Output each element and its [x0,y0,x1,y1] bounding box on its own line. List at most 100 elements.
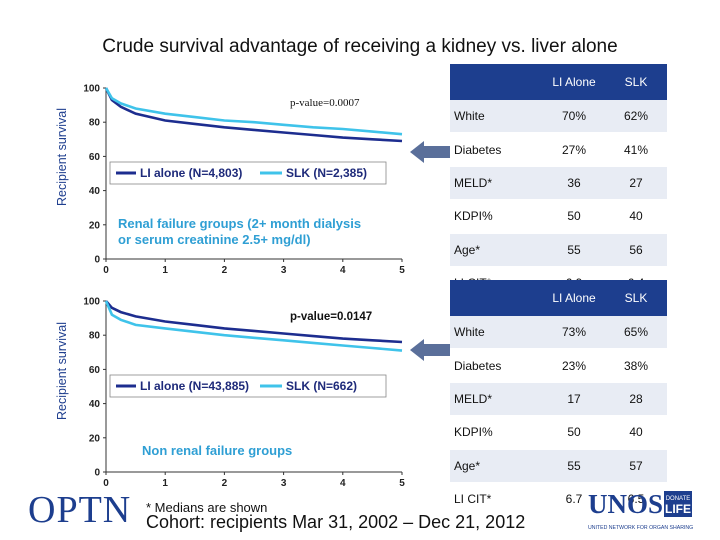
y-tick-label: 60 [89,365,101,376]
x-tick-label: 3 [281,478,287,489]
table-header-blank [450,280,543,316]
unos-logo: UNOS DONATE LIFE UNITED NETWORK FOR ORGA… [588,489,693,531]
li-alone-value: 17 [543,382,605,417]
x-tick-label: 0 [103,265,109,276]
group-label: Non renal failure groups [142,443,292,458]
table-row: Age* 55 56 [450,233,667,267]
li-alone-value: 55 [543,449,605,483]
unos-logo-text: UNOS [588,489,663,519]
y-tick-label: 0 [94,255,100,266]
table-row: Diabetes 23% 38% [450,348,667,383]
legend-box [109,374,387,398]
group-label: Renal failure groups (2+ month dialysis [118,216,361,231]
optn-logo: OPTN [28,489,132,531]
slk-value: 41% [605,132,667,167]
li-alone-value: 55 [543,233,605,267]
table-header-row: LI Alone SLK [450,64,667,100]
survival-chart-nonrenal: 0 20 40 60 80 100 0 1 2 3 4 5 p-value=0.0147 LI alone… [83,297,405,490]
y-axis-label-bottom: Recipient survival [55,322,69,420]
li-alone-value: 50 [543,415,605,450]
page-title: Crude survival advantage of receiving a … [102,36,618,57]
cohort-note: Cohort: recipients Mar 31, 2002 – Dec 21… [146,512,526,532]
legend-label-li-alone: LI alone (N=4,803) [140,166,242,180]
y-tick-label: 0 [94,468,100,479]
series-line-li-alone [105,300,403,344]
row-label: Age* [450,233,543,267]
x-tick-label: 3 [281,265,287,276]
legend-label-slk: SLK (N=662) [286,379,357,393]
y-tick-label: 100 [83,297,100,308]
slk-value: 62% [605,100,667,134]
series-line-slk [104,87,403,136]
table-row: KDPI% 50 40 [450,415,667,450]
slk-value: 6.5 [605,482,667,517]
x-tick-label: 4 [340,478,346,489]
y-tick-label: 60 [89,152,101,163]
row-label: KDPI% [450,199,543,234]
p-value-label: p-value=0.0147 [290,311,372,323]
slk-value: 57 [605,449,667,483]
row-label: LI CIT* [450,482,543,517]
legend-label-li-alone: LI alone (N=43,885) [140,379,249,393]
table-row: White 70% 62% [450,100,667,134]
arrow-top-icon [410,141,456,163]
li-alone-value: 50 [543,199,605,234]
slk-value: 56 [605,233,667,267]
row-label: KDPI% [450,415,543,450]
table-row: KDPI% 50 40 [450,199,667,234]
x-tick-label: 2 [222,478,228,489]
unos-badge-line1: DONATE [666,496,691,502]
table-row: Diabetes 27% 41% [450,132,667,167]
row-label: MELD* [450,166,543,201]
unos-badge [664,491,692,517]
row-label: Age* [450,449,543,483]
y-tick-label: 100 [83,84,100,95]
y-tick-label: 40 [89,186,101,197]
table-row: LI CIT* 6.7 6.5 [450,482,667,517]
x-tick-label: 5 [399,478,405,489]
table-header-li-alone: LI Alone [543,64,605,100]
survival-chart-renal: 0 20 40 60 80 100 0 1 2 3 4 5 p-value=0.0007 LI alone… [83,84,405,277]
x-tick-label: 0 [103,478,109,489]
y-tick-label: 80 [89,118,101,129]
slk-value: 40 [605,199,667,234]
group-label-line2: or serum creatinine 2.5+ mg/dl) [118,232,311,247]
x-tick-label: 2 [222,265,228,276]
slk-value: 28 [605,382,667,417]
li-alone-value: 73% [543,316,605,350]
table-header-row: LI Alone SLK [450,280,667,316]
y-tick-label: 20 [89,220,101,231]
li-alone-value: 23% [543,348,605,383]
y-axis-label-top: Recipient survival [55,108,69,206]
y-tick-label: 80 [89,331,101,342]
arrow-bottom-icon [410,339,456,361]
table-header-li-alone: LI Alone [543,280,605,316]
stats-table-nonrenal: LI Alone SLK White 73% 65% Diabetes 23% 38% … [450,280,667,517]
row-label: MELD* [450,382,543,417]
table-row: MELD* 36 27 [450,166,667,201]
li-alone-value: 70% [543,100,605,134]
y-tick-label: 40 [89,399,101,410]
slk-value: 38% [605,348,667,383]
row-label: White [450,316,543,350]
table-header-blank [450,64,543,100]
slk-value: 27 [605,166,667,201]
legend-label-slk: SLK (N=2,385) [286,166,367,180]
x-tick-label: 1 [162,265,168,276]
stats-table-renal: LI Alone SLK White 70% 62% Diabetes 27% 41% … [450,64,667,301]
series-line-slk [104,300,403,352]
slk-value: 65% [605,316,667,350]
x-tick-label: 5 [399,265,405,276]
p-value-label: p-value=0.0007 [290,97,360,109]
table-header-slk: SLK [605,64,667,100]
table-row: MELD* 17 28 [450,382,667,417]
x-tick-label: 4 [340,265,346,276]
legend-box [109,161,387,185]
series-line-li-alone [104,87,403,143]
y-tick-label: 20 [89,433,101,444]
unos-badge-line2: LIFE [665,502,691,516]
table-header-slk: SLK [605,280,667,316]
row-label: Diabetes [450,132,543,167]
table-row: Age* 55 57 [450,449,667,483]
table-row: White 73% 65% [450,316,667,350]
